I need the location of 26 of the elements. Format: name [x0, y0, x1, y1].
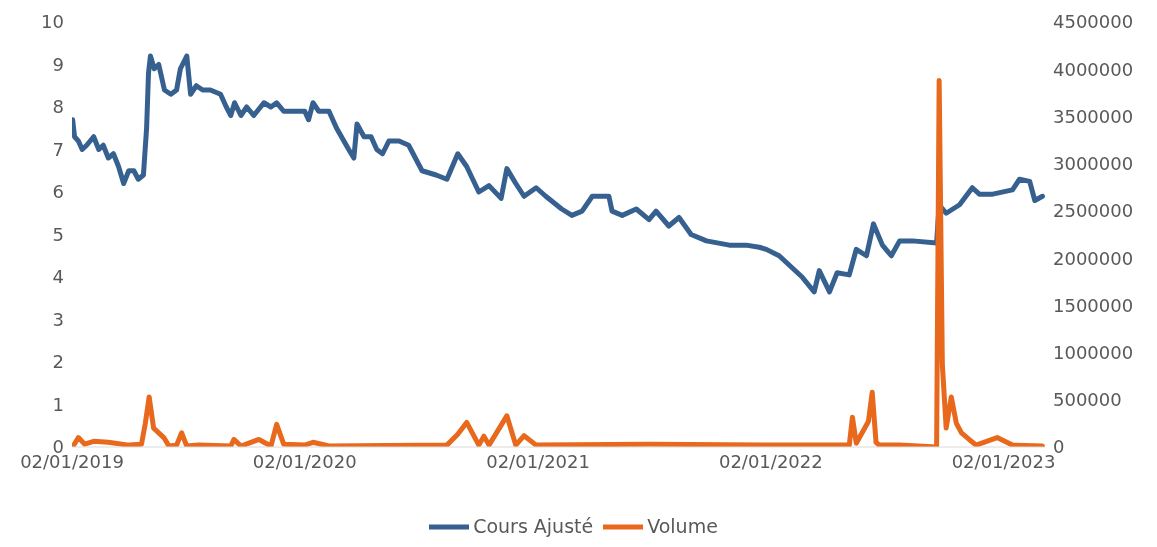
y2-tick-label: 1500000	[1053, 294, 1134, 316]
y-tick-label: 8	[52, 96, 64, 118]
y2-tick-label: 500000	[1053, 389, 1122, 411]
y2-tick-label: 2500000	[1053, 200, 1134, 222]
y-tick-label: 6	[52, 181, 64, 203]
legend-label: Cours Ajusté	[473, 514, 594, 537]
y-tick-label: 7	[52, 138, 64, 160]
y-tick-label: 9	[52, 53, 64, 75]
x-tick-label: 02/01/2022	[718, 450, 823, 472]
y2-tick-label: 1000000	[1053, 341, 1134, 363]
legend-label: Volume	[647, 514, 718, 537]
y-tick-label: 1	[52, 393, 64, 415]
y-tick-label: 2	[52, 351, 64, 373]
x-tick-label: 02/01/2023	[951, 450, 1056, 472]
y2-tick-label: 2000000	[1053, 247, 1134, 269]
y-tick-label: 3	[52, 308, 64, 330]
y-tick-label: 10	[41, 11, 64, 33]
y2-tick-label: 0	[1053, 436, 1065, 458]
x-tick-label: 02/01/2021	[486, 450, 590, 472]
y2-tick-label: 4000000	[1053, 58, 1134, 80]
x-tick-label: 02/01/2020	[252, 450, 357, 472]
y-tick-label: 5	[52, 223, 64, 245]
y-tick-label: 4	[52, 266, 64, 288]
y2-tick-label: 3500000	[1053, 105, 1134, 127]
y2-tick-label: 3000000	[1053, 153, 1134, 175]
y2-tick-label: 4500000	[1053, 11, 1134, 33]
